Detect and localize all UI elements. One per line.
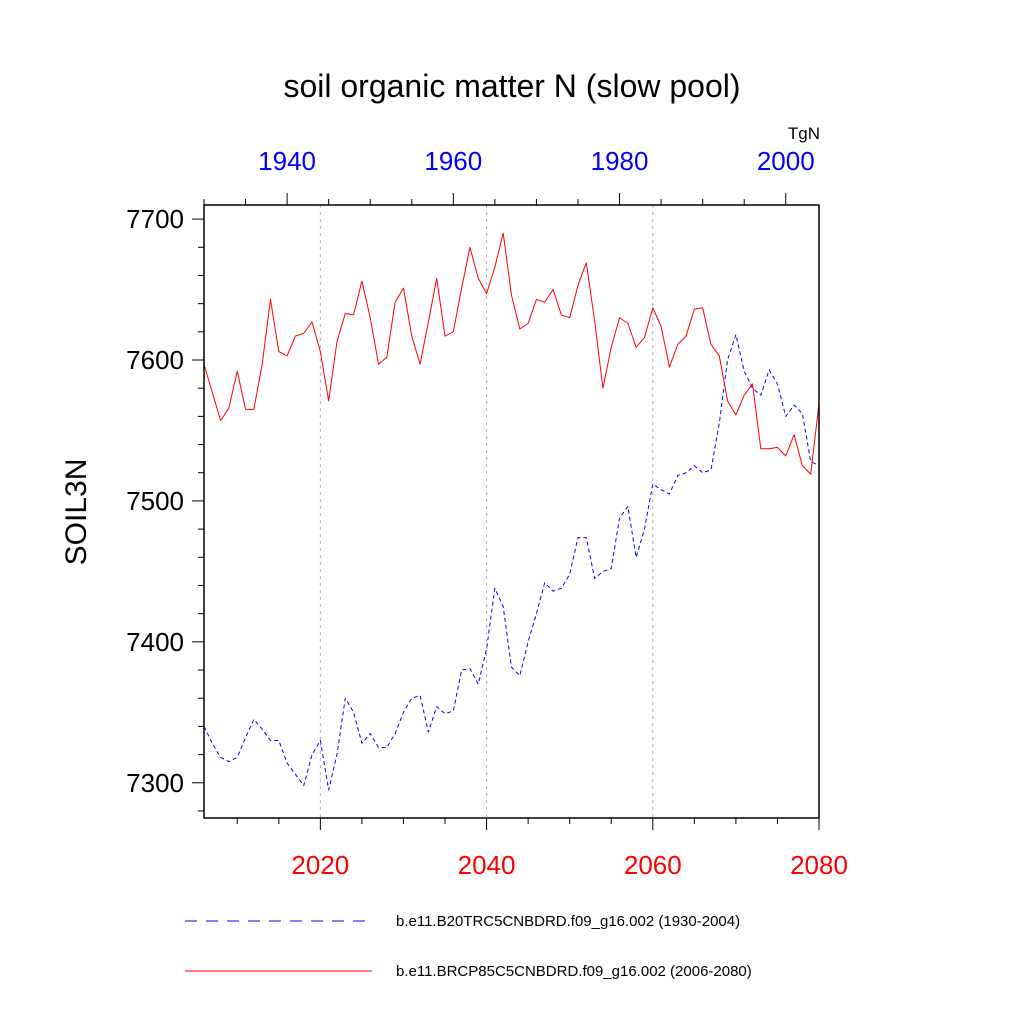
bottom-axis-ticks: 2020 2040 2060 2080 xyxy=(291,818,848,880)
y-tick-label: 7600 xyxy=(126,345,184,375)
y-axis-ticks: 7300 7400 7500 7600 7700 xyxy=(126,204,204,798)
top-axis-ticks: 1940 1960 1980 2000 xyxy=(258,146,815,205)
bottom-tick-label: 2080 xyxy=(790,850,848,880)
top-tick-label: 2000 xyxy=(757,146,815,176)
series-line-historical xyxy=(203,334,820,791)
units-label: TgN xyxy=(788,124,820,143)
top-tick-label: 1940 xyxy=(258,146,316,176)
y-tick-label: 7700 xyxy=(126,204,184,234)
y-tick-label: 7300 xyxy=(126,768,184,798)
y-tick-label: 7500 xyxy=(126,486,184,516)
bottom-tick-label: 2060 xyxy=(624,850,682,880)
gridlines xyxy=(319,205,654,818)
legend: b.e11.B20TRC5CNBDRD.f09_g16.002 (1930-20… xyxy=(185,913,752,980)
y-tick-label: 7400 xyxy=(126,627,184,657)
legend-label-rcp85: b.e11.BRCP85C5CNBDRD.f09_g16.002 (2006-2… xyxy=(396,963,752,980)
legend-label-historical: b.e11.B20TRC5CNBDRD.f09_g16.002 (1930-20… xyxy=(396,913,740,930)
bottom-tick-label: 2020 xyxy=(291,850,349,880)
chart-title: soil organic matter N (slow pool) xyxy=(283,68,740,104)
top-tick-label: 1960 xyxy=(424,146,482,176)
series-lines xyxy=(203,232,820,791)
y-axis-label: SOIL3N xyxy=(60,459,93,566)
bottom-tick-label: 2040 xyxy=(458,850,516,880)
minor-ticks xyxy=(198,199,778,824)
series-line-rcp85 xyxy=(203,232,820,475)
top-tick-label: 1980 xyxy=(591,146,649,176)
plot-frame xyxy=(203,204,820,819)
